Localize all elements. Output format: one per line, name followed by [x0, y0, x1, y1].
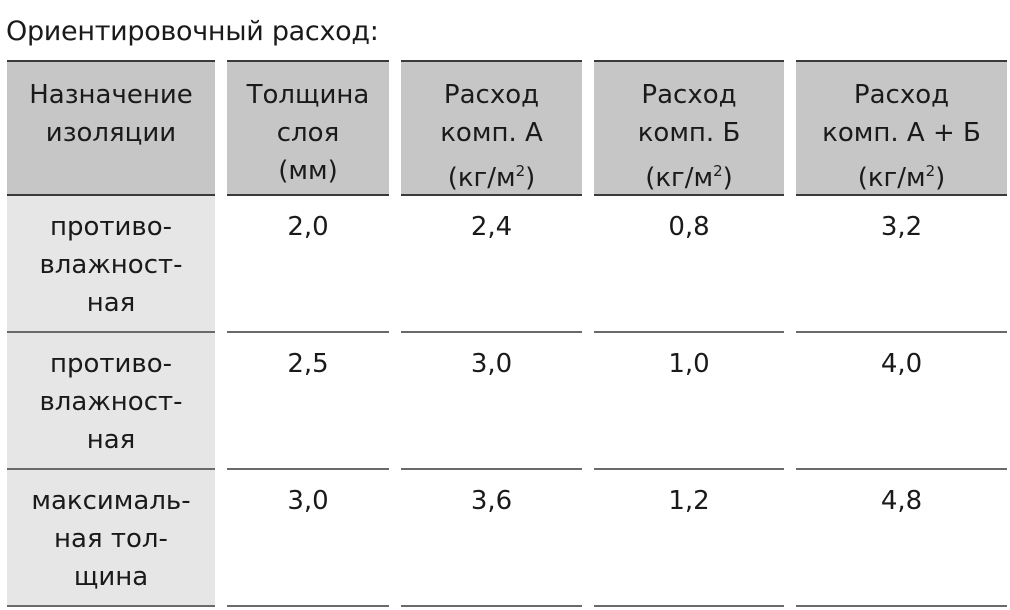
- cell-purpose: максималь- ная тол- щина: [7, 470, 215, 607]
- unit-superscript: 2: [925, 162, 936, 180]
- unit-superscript: 2: [515, 162, 526, 180]
- cell-comp-b: 1,0: [594, 333, 784, 470]
- cell-comp-b: 0,8: [594, 196, 784, 333]
- section-title: Ориентировочный расход:: [6, 16, 379, 47]
- header-thickness: Толщина слоя (мм): [227, 60, 389, 196]
- cell-thickness: 3,0: [227, 470, 389, 607]
- cell-purpose: противо- влажност- ная: [7, 196, 215, 333]
- header-text: Толщина слоя (мм): [246, 80, 370, 186]
- cell-comp-ab: 3,2: [796, 196, 1007, 333]
- header-text: Назначение изоляции: [29, 80, 193, 148]
- table-row: противо- влажност- ная 2,5 3,0 1,0 4,0: [7, 333, 1008, 470]
- cell-comp-ab: 4,8: [796, 470, 1007, 607]
- cell-thickness: 2,5: [227, 333, 389, 470]
- cell-comp-ab: 4,0: [796, 333, 1007, 470]
- table-row: максималь- ная тол- щина 3,0 3,6 1,2 4,8: [7, 470, 1008, 607]
- header-text: Расход комп. А (кг/м: [440, 80, 543, 193]
- header-comp-ab: Расход комп. А + Б (кг/м2): [796, 60, 1007, 196]
- header-text: Расход комп. А + Б (кг/м: [822, 80, 981, 193]
- cell-comp-a: 3,0: [401, 333, 582, 470]
- header-comp-b: Расход комп. Б (кг/м2): [594, 60, 784, 196]
- table-row: противо- влажност- ная 2,0 2,4 0,8 3,2: [7, 196, 1008, 333]
- table-header-row: Назначение изоляции Толщина слоя (мм) Ра…: [7, 60, 1008, 196]
- header-purpose: Назначение изоляции: [7, 60, 215, 196]
- header-comp-a: Расход комп. А (кг/м2): [401, 60, 582, 196]
- cell-comp-a: 3,6: [401, 470, 582, 607]
- header-text: Расход комп. Б (кг/м: [637, 80, 741, 193]
- cell-purpose: противо- влажност- ная: [7, 333, 215, 470]
- cell-comp-b: 1,2: [594, 470, 784, 607]
- header-tail: ): [722, 163, 733, 193]
- header-tail: ): [935, 163, 946, 193]
- unit-superscript: 2: [713, 162, 723, 180]
- consumption-table: Назначение изоляции Толщина слоя (мм) Ра…: [7, 60, 1008, 607]
- cell-thickness: 2,0: [227, 196, 389, 333]
- header-tail: ): [525, 163, 536, 193]
- cell-comp-a: 2,4: [401, 196, 582, 333]
